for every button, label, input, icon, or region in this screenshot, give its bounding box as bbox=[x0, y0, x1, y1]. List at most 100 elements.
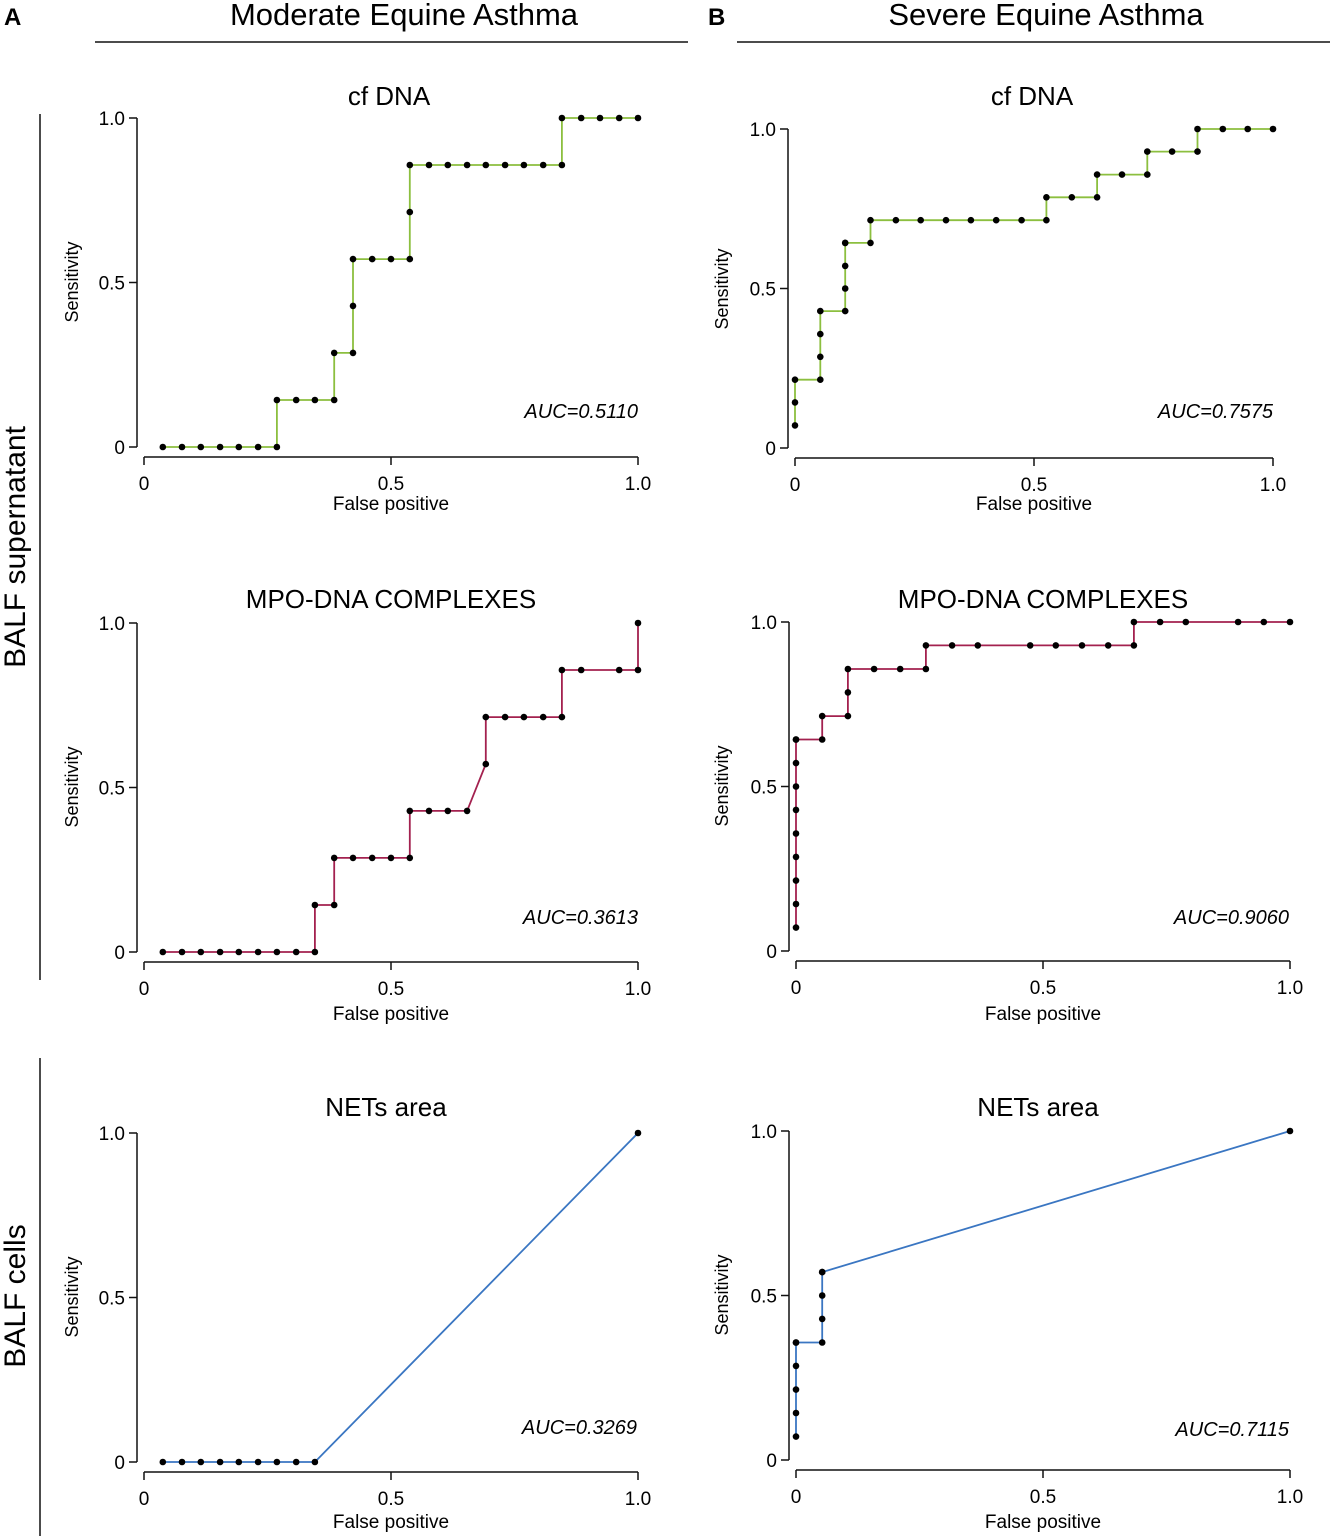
roc-point bbox=[235, 443, 243, 451]
roc-point bbox=[841, 307, 849, 315]
y-tick-label: 0 bbox=[765, 439, 776, 460]
roc-point bbox=[577, 666, 585, 674]
x-tick-label: 0 bbox=[139, 1489, 150, 1510]
y-tick-label: 0.5 bbox=[750, 280, 776, 301]
roc-point bbox=[817, 376, 824, 384]
y-tick-label: 0 bbox=[114, 438, 125, 459]
roc-point bbox=[349, 302, 357, 310]
roc-point bbox=[349, 854, 357, 862]
roc-point bbox=[844, 665, 852, 673]
roc-point bbox=[1194, 148, 1201, 155]
roc-point bbox=[792, 759, 800, 767]
x-tick-label: 1.0 bbox=[625, 1489, 651, 1510]
auc-annotation: AUC=0.3269 bbox=[521, 1417, 637, 1439]
y-tick-label: 0.5 bbox=[99, 1289, 125, 1310]
chart-title: NETs area bbox=[977, 1092, 1099, 1122]
roc-point bbox=[311, 901, 319, 909]
chart-nets-moderate: NETs area 0 0.5 1.0 0 0.5 1.0 False positive Sen… bbox=[62, 1092, 651, 1533]
roc-point bbox=[482, 760, 490, 768]
roc-point bbox=[1260, 618, 1268, 626]
roc-point bbox=[178, 1458, 186, 1466]
roc-point bbox=[1018, 216, 1025, 224]
roc-curve-line bbox=[162, 1132, 639, 1463]
y-tick-label: 1.0 bbox=[99, 109, 125, 130]
roc-point bbox=[1093, 194, 1101, 201]
y-tick-label: 0.5 bbox=[99, 779, 125, 800]
roc-point bbox=[818, 1315, 826, 1323]
roc-point bbox=[1194, 125, 1201, 133]
chart-mpo-moderate: MPO-DNA COMPLEXES 0 0.5 1.0 0 0.5 1.0 False pos… bbox=[62, 584, 651, 1025]
roc-point bbox=[1078, 642, 1086, 649]
roc-point bbox=[368, 255, 376, 263]
roc-point bbox=[159, 1458, 167, 1466]
y-tick-label: 0.5 bbox=[751, 1287, 777, 1308]
y-tick-label: 1.0 bbox=[99, 614, 125, 635]
roc-curve-line bbox=[162, 623, 639, 953]
roc-point bbox=[330, 349, 338, 357]
roc-point bbox=[425, 161, 433, 169]
roc-point bbox=[922, 642, 930, 649]
panel-label-b: B bbox=[708, 4, 725, 31]
roc-point bbox=[539, 161, 547, 169]
roc-point bbox=[273, 1458, 281, 1466]
roc-point bbox=[1043, 216, 1050, 224]
y-tick-label: 0.5 bbox=[751, 778, 777, 799]
roc-point bbox=[349, 349, 357, 357]
roc-point bbox=[792, 924, 800, 931]
x-tick-label: 0 bbox=[790, 475, 801, 496]
roc-point bbox=[1168, 148, 1176, 155]
roc-point bbox=[406, 161, 414, 169]
roc-curve-line bbox=[795, 621, 1290, 928]
y-tick-label: 1.0 bbox=[99, 1124, 125, 1145]
roc-point bbox=[273, 948, 281, 956]
roc-point bbox=[942, 216, 950, 224]
roc-point bbox=[792, 783, 800, 790]
roc-point bbox=[841, 262, 849, 270]
y-tick-label: 1.0 bbox=[750, 120, 776, 141]
x-tick-label: 1.0 bbox=[1277, 978, 1303, 999]
roc-point bbox=[406, 807, 414, 815]
row-label-cells: BALF cells bbox=[0, 1224, 32, 1367]
roc-point bbox=[792, 853, 800, 861]
roc-point bbox=[841, 239, 849, 247]
roc-point bbox=[1130, 642, 1138, 649]
roc-point bbox=[792, 806, 800, 814]
roc-point bbox=[1182, 618, 1190, 626]
y-axis-label: Sensitivity bbox=[712, 1254, 732, 1335]
roc-point bbox=[792, 736, 800, 743]
x-tick-label: 0 bbox=[791, 1487, 802, 1508]
roc-point bbox=[817, 353, 824, 361]
roc-point bbox=[387, 854, 395, 862]
roc-point bbox=[501, 713, 509, 721]
chart-title: MPO-DNA COMPLEXES bbox=[246, 584, 536, 614]
roc-point bbox=[792, 1339, 800, 1346]
y-tick-label: 0 bbox=[766, 1451, 777, 1472]
roc-point bbox=[634, 1129, 642, 1137]
roc-point bbox=[1234, 618, 1242, 626]
chart-cfdna-severe: cf DNA 0 0.5 1.0 0 0.5 1.0 False positive Sensit… bbox=[712, 81, 1286, 515]
roc-point bbox=[444, 807, 452, 815]
x-tick-label: 0.5 bbox=[378, 474, 404, 495]
roc-point bbox=[791, 399, 799, 406]
roc-point bbox=[948, 642, 956, 649]
auc-annotation: AUC=0.7115 bbox=[1174, 1419, 1289, 1441]
roc-point bbox=[254, 443, 262, 451]
roc-point bbox=[967, 216, 975, 224]
y-tick-label: 0 bbox=[114, 943, 125, 964]
y-axis-label: Sensitivity bbox=[62, 746, 82, 827]
roc-point bbox=[1068, 194, 1076, 201]
roc-point bbox=[1043, 194, 1050, 201]
roc-point bbox=[818, 1292, 826, 1299]
x-tick-label: 0.5 bbox=[1030, 1487, 1056, 1508]
roc-point bbox=[311, 948, 319, 956]
roc-point bbox=[558, 666, 566, 674]
roc-point bbox=[844, 712, 852, 720]
roc-point bbox=[539, 713, 547, 721]
y-tick-label: 1.0 bbox=[751, 1122, 777, 1143]
roc-point bbox=[463, 161, 471, 169]
roc-point bbox=[867, 239, 874, 247]
roc-point bbox=[254, 1458, 262, 1466]
x-axis-label: False positive bbox=[985, 1512, 1101, 1533]
roc-point bbox=[197, 443, 205, 451]
